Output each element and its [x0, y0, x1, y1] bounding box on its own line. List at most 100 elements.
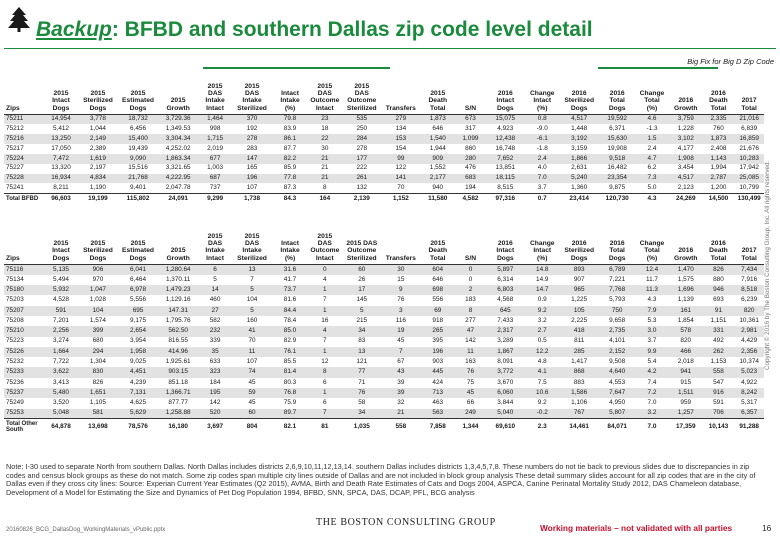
big-fix-marker-2 — [598, 67, 718, 69]
table-cell: 6,371 — [609, 125, 626, 132]
table-cell: 4,177 — [677, 144, 694, 152]
table-cell: 750 — [599, 305, 636, 316]
total-cell: 2,139 — [341, 192, 382, 205]
total-cell: 2.3 — [525, 418, 560, 435]
table-cell: 2,152 — [599, 346, 636, 358]
table-cell: 903 — [432, 358, 444, 366]
table-cell: 1,944 — [429, 144, 446, 152]
column-header: 2015 Death Total — [428, 90, 448, 112]
table-cell: 2,123 — [677, 183, 694, 191]
table-cell: 2,631 — [571, 164, 588, 172]
table-cell: 1,003 — [207, 164, 224, 172]
column-header: 2016 Intact Dogs — [496, 240, 515, 262]
table-header-row: Zips 2015 Intact Dogs 2015 Sterilized Dogs 2015… — [4, 233, 764, 265]
table-cell: 7.3 — [635, 173, 669, 184]
table-cell: 646 — [432, 275, 444, 283]
table-cell: 6 — [323, 378, 327, 386]
total-cell: 16,180 — [158, 418, 199, 435]
total-cell: 24,091 — [158, 192, 199, 205]
table-row: 75233 3,622 830 4,451 903.15 323 74 81.4 8 77 43 44… — [4, 367, 764, 378]
column-header: 2016 Sterilized Dogs — [564, 90, 595, 112]
table-cell: 1,908 — [668, 153, 703, 164]
table-cell: 67 — [397, 358, 405, 366]
table-cell: 1,664 — [44, 346, 78, 358]
table-cell: 4.2 — [635, 367, 669, 378]
table-cell: 161 — [668, 305, 703, 316]
table-cell: 23,354 — [599, 173, 636, 184]
table-cell: 463 — [432, 399, 444, 407]
table-cell: 14.9 — [536, 275, 549, 283]
table-cell: 8 — [307, 367, 342, 378]
working-materials-warning: Working materials – not validated with a… — [540, 523, 733, 533]
table-cell: 9,401 — [130, 183, 147, 191]
table-cell: 8,515 — [497, 183, 514, 191]
table-cell: 83 — [358, 337, 366, 345]
table-cell: 265 — [419, 326, 456, 337]
table-cell: 535 — [341, 114, 382, 125]
table-cell: 1,448 — [571, 125, 588, 132]
table-cell: 1,863.34 — [158, 153, 199, 164]
table-cell: 7.9 — [635, 305, 669, 316]
table-cell: 7 — [250, 275, 254, 283]
table-cell: 1,958 — [117, 346, 159, 358]
table-cell: 84.4 — [272, 305, 308, 316]
other-south-zip-table: Zips 2015 Intact Dogs 2015 Sterilized Dogs 2015… — [4, 233, 764, 435]
table-cell: 196 — [419, 346, 456, 358]
table-cell: 5,793 — [609, 296, 626, 304]
table-cell: 556 — [432, 296, 444, 304]
table-cell: 3,413 — [52, 378, 69, 386]
table-row: 75210 2,256 399 2,654 562.50 232 41 85.0 4 34 19 26… — [4, 326, 764, 337]
column-header: 2016 Total Dogs — [608, 90, 626, 112]
table-cell: 19 — [381, 326, 420, 337]
total-cell: 17,359 — [668, 418, 703, 435]
table-cell: 9,658 — [609, 316, 626, 324]
table-cell: 12.4 — [635, 264, 669, 275]
table-cell: 147 — [231, 153, 273, 164]
table-cell: 153 — [381, 134, 420, 144]
table-cell: 3,778 — [77, 114, 118, 125]
table-row: 75227 13,320 2,197 15,516 3,321.65 1,003 165 85… — [4, 164, 764, 174]
table-cell: 591 — [713, 399, 724, 407]
zip-code-cell: 75227 — [6, 164, 24, 172]
table-cell: 8 — [455, 305, 486, 316]
table-cell: 395 — [432, 337, 444, 345]
title-text: : BFBD and southern Dallas zip code leve… — [111, 18, 593, 41]
table-cell: 2,735 — [599, 326, 636, 337]
column-header: 2015 Estimated Dogs — [122, 240, 155, 262]
table-cell: 4,239 — [130, 378, 147, 386]
table-cell: 116 — [395, 316, 406, 324]
total-cell: 1,344 — [455, 418, 486, 435]
table-cell: 1,370.11 — [165, 275, 191, 283]
table-cell: 1,139 — [677, 296, 694, 304]
table-cell: 142 — [465, 337, 476, 345]
table-cell: 18,115 — [485, 173, 526, 184]
table-cell: 317 — [465, 125, 476, 132]
table-cell: 5.3 — [647, 316, 657, 324]
table-cell: 26 — [358, 275, 366, 283]
table-cell: 3,520 — [52, 399, 69, 407]
total-cell: 84,071 — [599, 418, 636, 435]
table-cell: 165 — [246, 164, 258, 172]
table-cell: 9,508 — [609, 358, 626, 366]
table-cell: 75.9 — [283, 399, 297, 407]
table-cell: 1,225 — [571, 296, 588, 304]
table-cell: 121 — [356, 358, 368, 366]
table-cell: 21,676 — [739, 144, 759, 152]
table-cell: 183 — [465, 296, 476, 304]
table-cell: 15,400 — [117, 134, 159, 144]
total-cell: 7.0 — [635, 418, 669, 435]
table-cell: 215 — [356, 316, 368, 324]
table-cell: 15,075 — [485, 114, 526, 125]
table-cell: 339 — [209, 337, 221, 345]
total-cell: 91,288 — [734, 418, 764, 435]
table-cell: 8,091 — [497, 358, 514, 366]
table-cell: 830 — [77, 367, 118, 378]
table-cell: 285 — [559, 346, 600, 358]
table-row: 75249 3,520 1,105 4,625 877.77 142 45 75.9 6 58 32… — [4, 398, 764, 408]
table-cell: 16,934 — [44, 173, 78, 184]
table-cell: 2,317 — [485, 326, 526, 337]
column-header: Zips — [6, 254, 20, 262]
table-cell: 45 — [248, 399, 256, 407]
table-cell: 1 — [307, 388, 342, 399]
table-cell: 4,640 — [599, 367, 636, 378]
